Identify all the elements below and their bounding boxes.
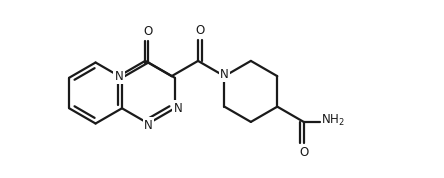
Text: O: O (299, 146, 308, 159)
Text: N: N (144, 119, 153, 132)
Text: NH$_2$: NH$_2$ (321, 113, 345, 128)
Text: N: N (174, 102, 182, 115)
Text: N: N (115, 70, 123, 83)
Text: O: O (144, 25, 153, 38)
Text: N: N (220, 68, 229, 81)
Text: O: O (195, 24, 204, 37)
